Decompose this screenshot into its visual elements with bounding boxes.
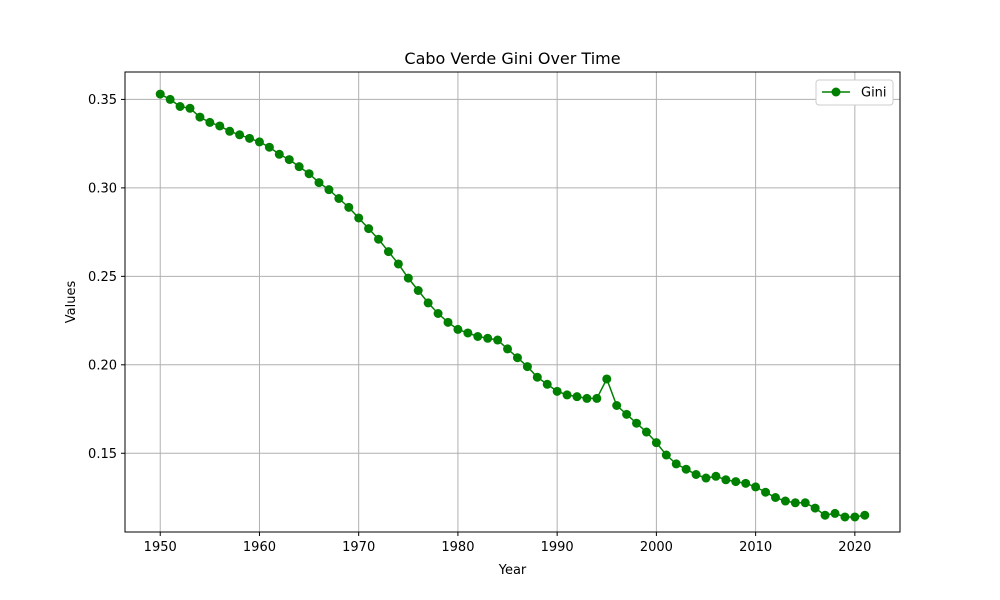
data-point <box>463 328 473 338</box>
data-point <box>245 133 255 143</box>
data-point <box>205 117 215 127</box>
data-point <box>493 335 503 345</box>
legend-label-gini: Gini <box>861 86 887 101</box>
data-point <box>612 401 622 410</box>
data-point <box>790 498 800 508</box>
series-gini <box>155 89 870 522</box>
data-point <box>264 142 274 152</box>
data-point <box>254 137 264 147</box>
data-point <box>552 386 562 396</box>
data-point <box>691 470 701 479</box>
data-point <box>185 103 195 113</box>
data-point <box>274 149 284 159</box>
x-tick-label: 1970 <box>342 540 375 555</box>
data-point <box>780 496 790 506</box>
axis-ticks: 1950 1960 1970 1980 1990 2000 2010 2020 0.15 0.20… <box>88 93 871 555</box>
data-point <box>721 475 731 485</box>
data-point <box>661 450 671 460</box>
y-axis-label: Values <box>64 281 79 324</box>
data-point <box>701 473 711 483</box>
data-point <box>473 332 483 341</box>
data-point <box>314 178 324 188</box>
data-point <box>364 224 374 234</box>
data-point <box>413 286 423 295</box>
data-point <box>572 392 582 402</box>
data-point <box>195 112 205 122</box>
data-point <box>602 374 612 384</box>
data-point <box>592 393 602 403</box>
x-tick-label: 1960 <box>243 540 276 555</box>
data-point <box>532 372 542 382</box>
data-point <box>671 459 681 469</box>
data-point <box>155 89 165 99</box>
x-tick-label: 2010 <box>739 540 772 555</box>
data-point <box>522 362 532 372</box>
data-point <box>383 247 393 257</box>
x-tick-label: 1990 <box>541 540 574 555</box>
data-point <box>622 409 632 419</box>
data-point <box>235 130 245 140</box>
data-point <box>651 438 661 448</box>
data-point <box>354 213 364 223</box>
legend-box <box>815 79 894 106</box>
data-point <box>741 478 751 488</box>
data-point <box>403 273 413 283</box>
data-point <box>453 324 463 334</box>
data-point <box>374 234 384 244</box>
data-point <box>820 510 830 520</box>
y-tick-label: 0.30 <box>88 181 117 196</box>
data-point <box>512 353 522 363</box>
data-point <box>810 503 820 513</box>
data-point <box>542 379 552 389</box>
data-point <box>731 477 741 487</box>
x-tick-label: 1980 <box>441 540 474 555</box>
y-tick-label: 0.20 <box>88 358 117 373</box>
data-point <box>681 464 691 474</box>
x-tick-label: 2000 <box>640 540 673 555</box>
data-point <box>165 94 175 104</box>
data-point <box>800 498 810 508</box>
data-point <box>770 493 780 502</box>
data-point <box>175 102 185 111</box>
data-point <box>324 185 334 195</box>
y-tick-label: 0.25 <box>88 270 117 285</box>
data-point <box>840 512 850 522</box>
data-point <box>433 309 443 318</box>
x-tick-label: 2020 <box>838 540 871 555</box>
data-point <box>483 333 493 343</box>
data-point <box>284 155 294 165</box>
data-point <box>830 508 840 518</box>
x-tick-label: 1950 <box>144 540 177 555</box>
data-point <box>225 126 235 136</box>
data-point <box>850 512 860 522</box>
data-point <box>562 390 572 400</box>
data-point <box>761 487 771 497</box>
data-point <box>711 471 721 481</box>
data-point <box>443 317 453 327</box>
data-point <box>215 121 225 131</box>
data-point <box>393 259 403 269</box>
data-point <box>582 393 592 403</box>
data-point <box>632 418 642 428</box>
plot-frame <box>124 71 901 533</box>
grid <box>125 72 900 532</box>
legend-marker-gini <box>831 87 841 97</box>
data-point <box>423 298 433 308</box>
data-point <box>334 194 344 203</box>
data-point <box>344 202 354 212</box>
legend: Gini <box>815 79 894 106</box>
data-point <box>751 482 761 492</box>
y-tick-label: 0.15 <box>88 447 117 462</box>
data-point <box>860 510 870 520</box>
chart-title: Cabo Verde Gini Over Time <box>404 49 620 68</box>
y-tick-label: 0.35 <box>88 93 117 108</box>
data-point <box>503 344 513 354</box>
data-point <box>641 427 651 437</box>
x-axis-label: Year <box>498 563 527 578</box>
data-point <box>294 162 304 172</box>
data-point <box>304 169 314 179</box>
